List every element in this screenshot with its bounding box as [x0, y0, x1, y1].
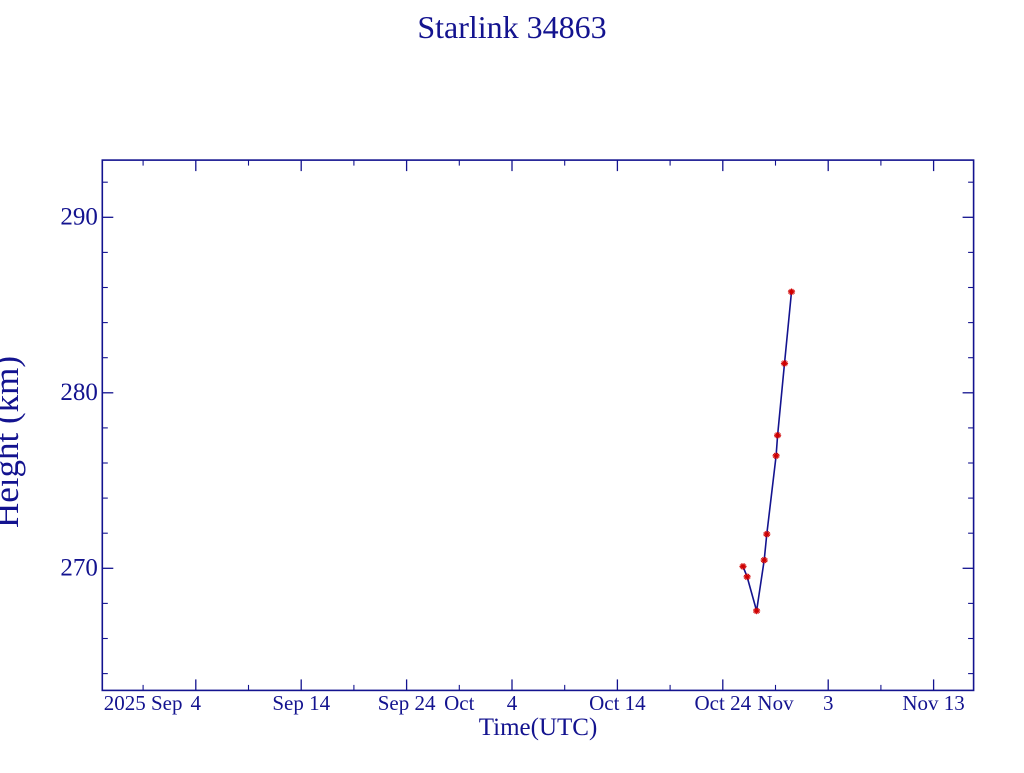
svg-text:270: 270: [60, 555, 98, 582]
svg-text:Nov 13: Nov 13: [902, 691, 964, 715]
svg-text:4: 4: [191, 691, 202, 715]
svg-text:Oct: Oct: [444, 691, 474, 715]
svg-text:Starlink 34863: Starlink 34863: [417, 9, 606, 45]
svg-text:290: 290: [60, 204, 98, 231]
svg-text:2025 Sep: 2025 Sep: [104, 691, 183, 715]
svg-text:3: 3: [823, 691, 834, 715]
svg-text:Sep 14: Sep 14: [272, 691, 330, 715]
svg-text:280: 280: [60, 379, 98, 406]
svg-text:Oct 14: Oct 14: [589, 691, 646, 715]
svg-text:4: 4: [507, 691, 518, 715]
svg-text:Sep 24: Sep 24: [378, 691, 436, 715]
svg-text:Nov: Nov: [757, 691, 794, 715]
svg-text:Height (km): Height (km): [0, 356, 26, 528]
svg-text:Time(UTC): Time(UTC): [479, 714, 598, 741]
svg-text:Oct 24: Oct 24: [695, 691, 752, 715]
